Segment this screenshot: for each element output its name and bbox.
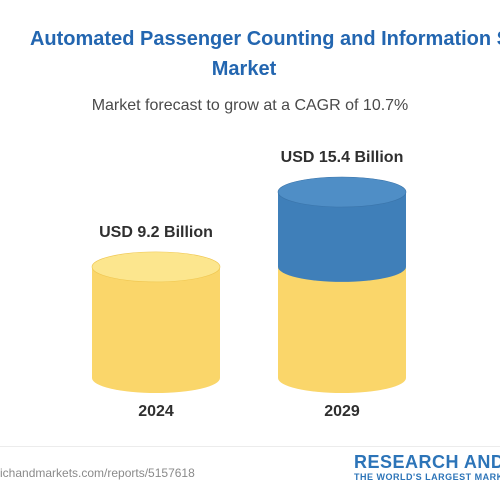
chart-title: Automated Passenger Counting and Informa…	[0, 24, 500, 84]
bar-2029-base-body	[278, 266, 406, 393]
brand-name: RESEARCH AND	[354, 452, 500, 472]
footer-divider	[0, 446, 500, 447]
category-label-2024: 2024	[138, 403, 174, 420]
bar-2024-top-cap	[91, 251, 221, 283]
category-label-2029: 2029	[324, 403, 360, 420]
data-label-2024: USD 9.2 Billion	[99, 224, 213, 241]
chart-title-line-1: Automated Passenger Counting and Informa…	[29, 28, 500, 50]
bar-2029	[277, 176, 407, 393]
bar-2029-top-cap	[277, 176, 407, 208]
bar-2024	[91, 251, 221, 393]
brand-logo: RESEARCH AND THE WORLD'S LARGEST MARK	[354, 452, 500, 482]
data-label-2029: USD 15.4 Billion	[281, 149, 404, 166]
chart-title-line-2: Market	[211, 58, 277, 80]
bar-2029-growth-body	[278, 192, 406, 282]
chart-subtitle: Market forecast to grow at a CAGR of 10.…	[91, 97, 409, 114]
brand-tagline: THE WORLD'S LARGEST MARK	[354, 472, 500, 482]
source-url[interactable]: ichandmarkets.com/reports/5157618	[0, 466, 195, 480]
bar-2024-base-body	[92, 266, 220, 393]
